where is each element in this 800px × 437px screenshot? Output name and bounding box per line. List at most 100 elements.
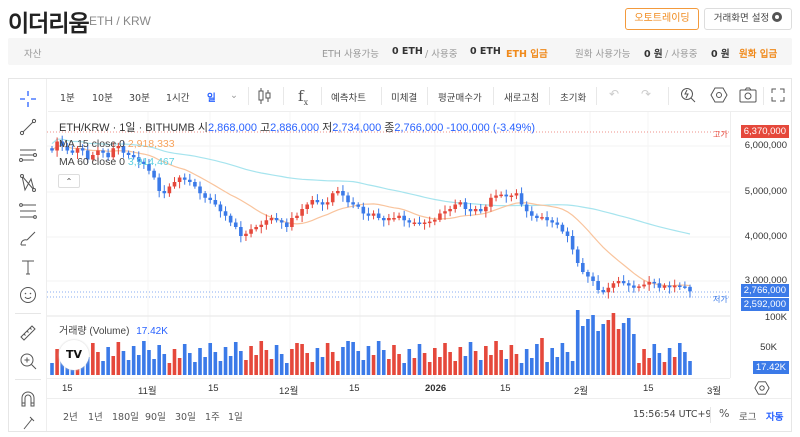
auto-toggle[interactable]: 자동 bbox=[766, 412, 784, 423]
coin-title: 이더리움 bbox=[8, 11, 90, 37]
lock-icon[interactable] bbox=[18, 413, 38, 433]
open-value: 2,868,000 bbox=[208, 122, 257, 134]
price-label: 5,000,000 bbox=[744, 186, 787, 197]
interval-30m[interactable]: 30분 bbox=[129, 93, 150, 104]
percent-toggle[interactable]: % bbox=[719, 407, 730, 420]
forecast-chart-button[interactable]: 예측차트 bbox=[331, 93, 366, 104]
toolbar-divider bbox=[596, 87, 597, 105]
close-label: 종 bbox=[384, 122, 395, 134]
interval-1m[interactable]: 1분 bbox=[60, 93, 75, 104]
interval-1d[interactable]: 일 bbox=[207, 93, 216, 104]
time-label: 15 bbox=[208, 383, 219, 394]
krw-available-label: 원화 사용가능 bbox=[575, 49, 631, 60]
toolbar-divider bbox=[248, 87, 249, 105]
time-label: 2026 bbox=[425, 383, 447, 394]
price-label: 3,000,000 bbox=[744, 275, 787, 286]
toolbar-divider bbox=[493, 87, 494, 105]
reset-button[interactable]: 초기화 bbox=[560, 93, 587, 104]
high-marker-label: 고가 bbox=[713, 130, 728, 139]
interval-dropdown-chevron-icon[interactable]: ⌄ bbox=[230, 90, 238, 101]
interval-10m[interactable]: 10분 bbox=[92, 93, 113, 104]
symbol-label: ETH/KRW · 1일 · BITHUMB bbox=[59, 122, 195, 134]
ohlc-legend: ETH/KRW · 1일 · BITHUMB 시2,868,000 고2,886… bbox=[59, 119, 535, 135]
pair-label: ETH / KRW bbox=[89, 14, 151, 28]
ma15-legend[interactable]: MA 15 close 0 2,918,333 bbox=[59, 138, 175, 150]
time-axis[interactable]: 15 11월 15 12월 15 2026 15 2월 15 3월 bbox=[47, 378, 730, 398]
ma60-label: MA 60 close 0 bbox=[59, 156, 125, 168]
change-value: -100,000 (-3.49%) bbox=[446, 122, 536, 134]
crosshair-icon[interactable] bbox=[18, 89, 38, 109]
chart-toolbar: 1분 10분 30분 1시간 일 ⌄ fx 예측차트 미체결 평균매수가 새로고… bbox=[48, 79, 792, 112]
range-1w[interactable]: 1주 bbox=[205, 412, 220, 423]
open-label: 시 bbox=[197, 122, 208, 134]
zoom-in-icon[interactable] bbox=[18, 351, 38, 371]
time-label: 15 bbox=[62, 383, 73, 394]
eth-deposit-link[interactable]: ETH 입금 bbox=[506, 49, 548, 60]
indicators-fx-icon[interactable]: fx bbox=[298, 87, 309, 107]
eth-available-label: ETH 사용가능 bbox=[322, 49, 379, 60]
price-axis[interactable]: 6,000,000 5,000,000 4,000,000 3,000,000 … bbox=[730, 112, 791, 378]
fullscreen-icon[interactable] bbox=[771, 88, 785, 102]
range-90d[interactable]: 90일 bbox=[145, 412, 166, 423]
interval-1h[interactable]: 1시간 bbox=[166, 93, 190, 104]
range-1d[interactable]: 1일 bbox=[228, 412, 243, 423]
toolbar-divider bbox=[549, 87, 550, 105]
time-label: 11월 bbox=[138, 386, 157, 397]
axis-settings-icon[interactable] bbox=[754, 380, 770, 396]
auto-trading-button[interactable]: 오토트레이딩 bbox=[625, 8, 699, 30]
price-label: 4,000,000 bbox=[744, 231, 787, 242]
eth-available-value: 0 ETH bbox=[392, 46, 423, 57]
krw-in-use-value: 0 원 bbox=[711, 49, 730, 60]
volume-tag: 17.42K bbox=[752, 361, 789, 374]
ruler-icon[interactable] bbox=[18, 323, 38, 343]
emoji-icon[interactable] bbox=[18, 285, 38, 305]
range-30d[interactable]: 30일 bbox=[175, 412, 196, 423]
drawing-toolbar bbox=[9, 79, 47, 431]
price-label: 6,000,000 bbox=[744, 140, 787, 151]
toolbar-divider bbox=[381, 87, 382, 105]
magnet-icon[interactable] bbox=[18, 389, 38, 409]
low-value: 2,734,000 bbox=[332, 122, 382, 134]
range-2y[interactable]: 2년 bbox=[63, 412, 78, 423]
ma60-legend[interactable]: MA 60 close 0 3,914,467 bbox=[59, 156, 175, 168]
toolbar-divider bbox=[15, 379, 41, 380]
open-orders-button[interactable]: 미체결 bbox=[391, 93, 418, 104]
horizontal-lines-icon[interactable] bbox=[18, 145, 38, 165]
low-price-tag: 2,592,000 bbox=[740, 298, 789, 311]
camera-icon[interactable] bbox=[739, 86, 757, 104]
range-1y[interactable]: 1년 bbox=[88, 412, 103, 423]
clock: 15:56:54 UTC+9 bbox=[633, 409, 712, 420]
range-180d[interactable]: 180일 bbox=[112, 412, 139, 423]
refresh-button[interactable]: 새로고침 bbox=[504, 93, 539, 104]
krw-in-use-label: / 사용중 bbox=[665, 49, 698, 60]
undo-icon[interactable]: ↶ bbox=[609, 87, 620, 101]
avg-buy-price-button[interactable]: 평균매수가 bbox=[438, 93, 482, 104]
current-price-tag: 2,766,000 bbox=[740, 284, 789, 297]
collapse-legend-button[interactable]: ⌃ bbox=[58, 174, 80, 188]
log-toggle[interactable]: 로그 bbox=[739, 412, 757, 423]
toolbar-divider bbox=[763, 87, 764, 105]
volume-value: 17.42K bbox=[136, 326, 168, 337]
settings-hex-icon[interactable] bbox=[710, 86, 728, 104]
gear-icon bbox=[772, 12, 783, 22]
brush-icon[interactable] bbox=[18, 229, 38, 249]
krw-deposit-link[interactable]: 원화 입금 bbox=[739, 49, 778, 60]
time-label: 15 bbox=[500, 383, 511, 394]
eth-in-use-label: / 사용중 bbox=[425, 49, 458, 60]
assets-bar: 자산 ETH 사용가능 0 ETH / 사용중 0 ETH ETH 입금 원화 … bbox=[8, 38, 792, 65]
tradingview-logo[interactable]: TV bbox=[59, 340, 89, 370]
trade-settings-label: 거래화면 설정 bbox=[713, 13, 770, 24]
quick-search-icon[interactable] bbox=[679, 86, 697, 104]
page-header: 이더리움 ETH / KRW 오토트레이딩 거래화면 설정 bbox=[0, 0, 800, 38]
candle-type-icon[interactable] bbox=[257, 87, 273, 105]
pattern-icon[interactable] bbox=[18, 173, 38, 193]
ma15-label: MA 15 close 0 bbox=[59, 138, 125, 150]
fib-icon[interactable] bbox=[18, 201, 38, 221]
text-icon[interactable] bbox=[18, 257, 38, 277]
trade-settings-button[interactable]: 거래화면 설정 bbox=[704, 8, 792, 30]
assets-label: 자산 bbox=[24, 49, 42, 60]
redo-icon[interactable]: ↷ bbox=[641, 87, 652, 101]
bottom-divider bbox=[710, 407, 711, 423]
trend-line-icon[interactable] bbox=[18, 117, 38, 137]
